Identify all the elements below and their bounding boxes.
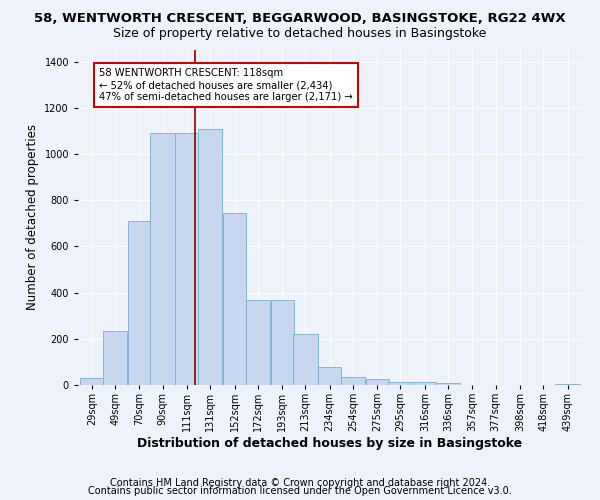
Bar [245,300,270,385]
Bar [103,330,127,385]
Y-axis label: Number of detached properties: Number of detached properties [26,124,39,310]
Bar [365,379,389,385]
Bar [318,366,341,385]
Text: Contains public sector information licensed under the Open Government Licence v3: Contains public sector information licen… [88,486,512,496]
Bar [436,382,460,385]
Bar [128,221,151,385]
Text: 58 WENTWORTH CRESCENT: 118sqm
← 52% of detached houses are smaller (2,434)
47% o: 58 WENTWORTH CRESCENT: 118sqm ← 52% of d… [99,68,353,102]
Bar [151,133,175,385]
X-axis label: Distribution of detached houses by size in Basingstoke: Distribution of detached houses by size … [137,437,523,450]
Bar [223,213,246,385]
Bar [80,378,104,385]
Bar [271,300,294,385]
Text: 58, WENTWORTH CRESCENT, BEGGARWOOD, BASINGSTOKE, RG22 4WX: 58, WENTWORTH CRESCENT, BEGGARWOOD, BASI… [34,12,566,26]
Bar [341,377,365,385]
Bar [413,382,436,385]
Bar [556,384,580,385]
Bar [198,128,223,385]
Bar [293,334,317,385]
Text: Contains HM Land Registry data © Crown copyright and database right 2024.: Contains HM Land Registry data © Crown c… [110,478,490,488]
Bar [388,382,413,385]
Text: Size of property relative to detached houses in Basingstoke: Size of property relative to detached ho… [113,28,487,40]
Bar [175,133,199,385]
